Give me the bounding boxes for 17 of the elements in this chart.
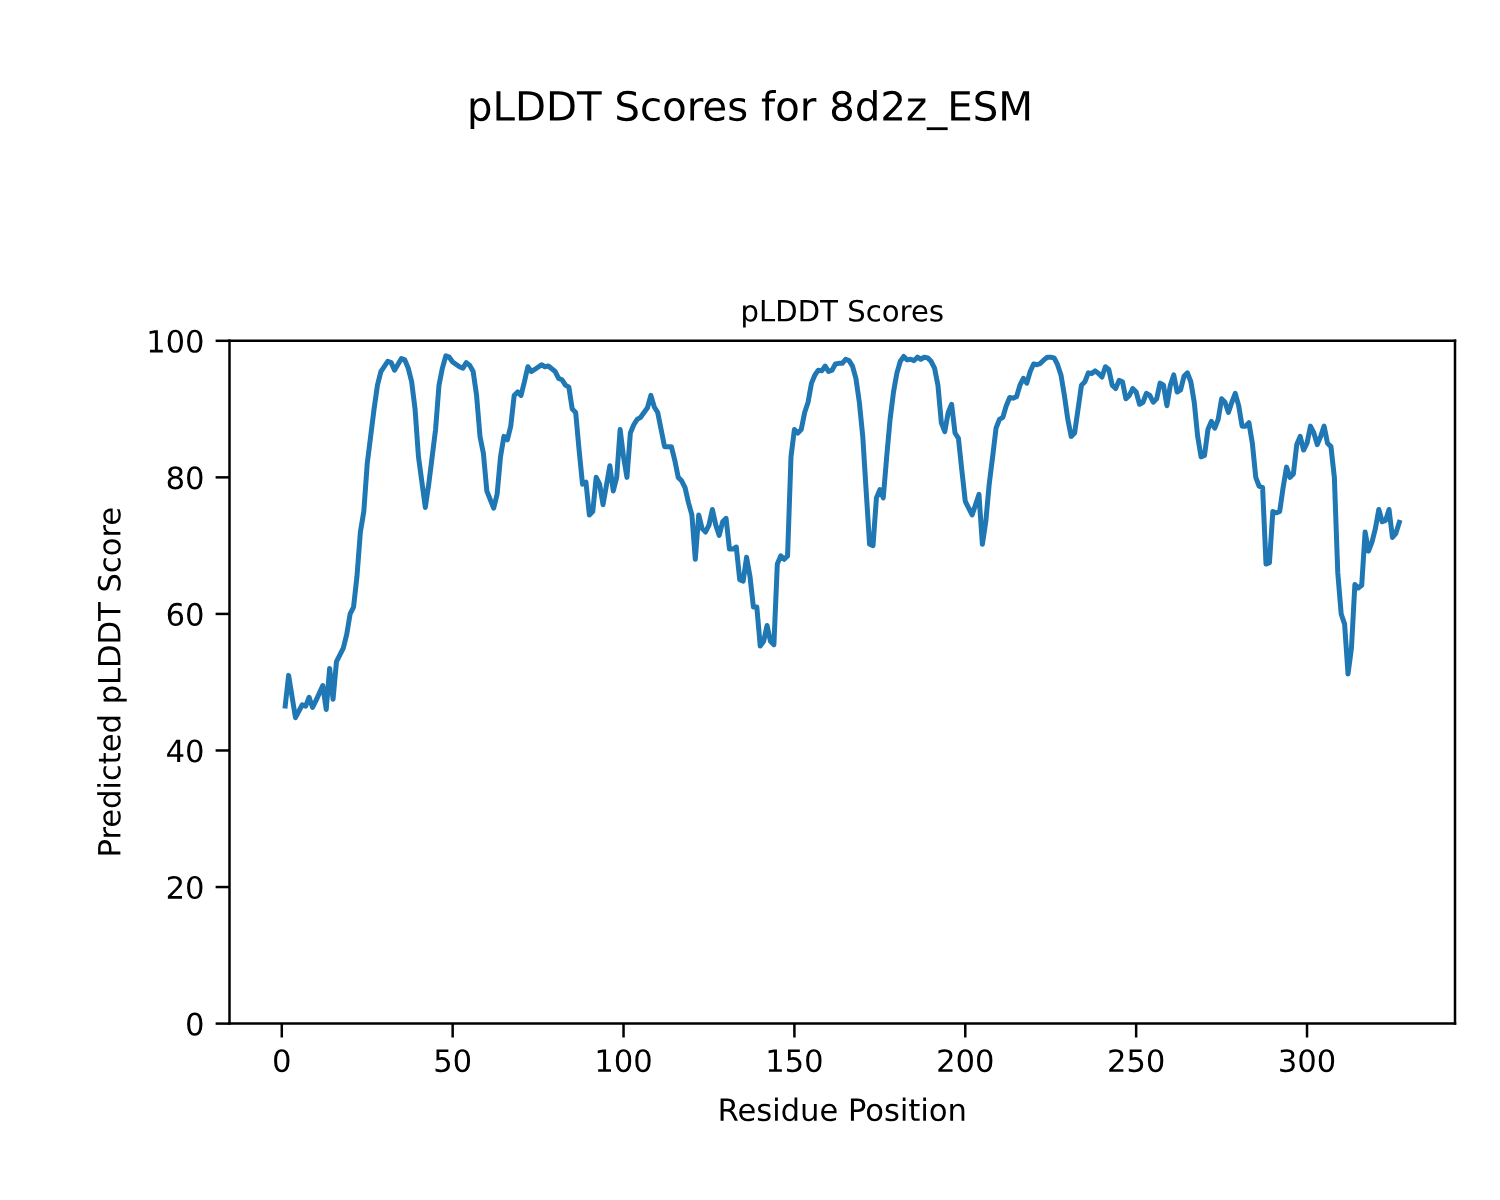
y-tick-label: 0 <box>187 1012 203 1036</box>
y-tick-label: 80 <box>167 466 203 490</box>
y-axis-title: Predicted pLDDT Score <box>97 508 127 855</box>
x-tick-label: 0 <box>274 1049 290 1073</box>
x-tick-label: 300 <box>1280 1049 1335 1073</box>
x-tick-label: 250 <box>1109 1049 1164 1073</box>
y-tick-label: 60 <box>167 602 203 626</box>
x-tick-label: 100 <box>597 1049 651 1073</box>
y-tick-label: 40 <box>167 739 203 763</box>
x-axis-title: Residue Position <box>720 1097 965 1122</box>
x-tick-label: 150 <box>768 1049 822 1073</box>
x-tick-label: 50 <box>435 1049 471 1073</box>
y-tick-label: 100 <box>149 329 203 353</box>
chart-title: pLDDT Scores for 8d2z_ESM <box>470 90 1030 131</box>
chart-subtitle: pLDDT Scores <box>743 299 943 328</box>
y-tick-label: 20 <box>167 875 203 900</box>
x-tick-label: 200 <box>938 1049 993 1073</box>
